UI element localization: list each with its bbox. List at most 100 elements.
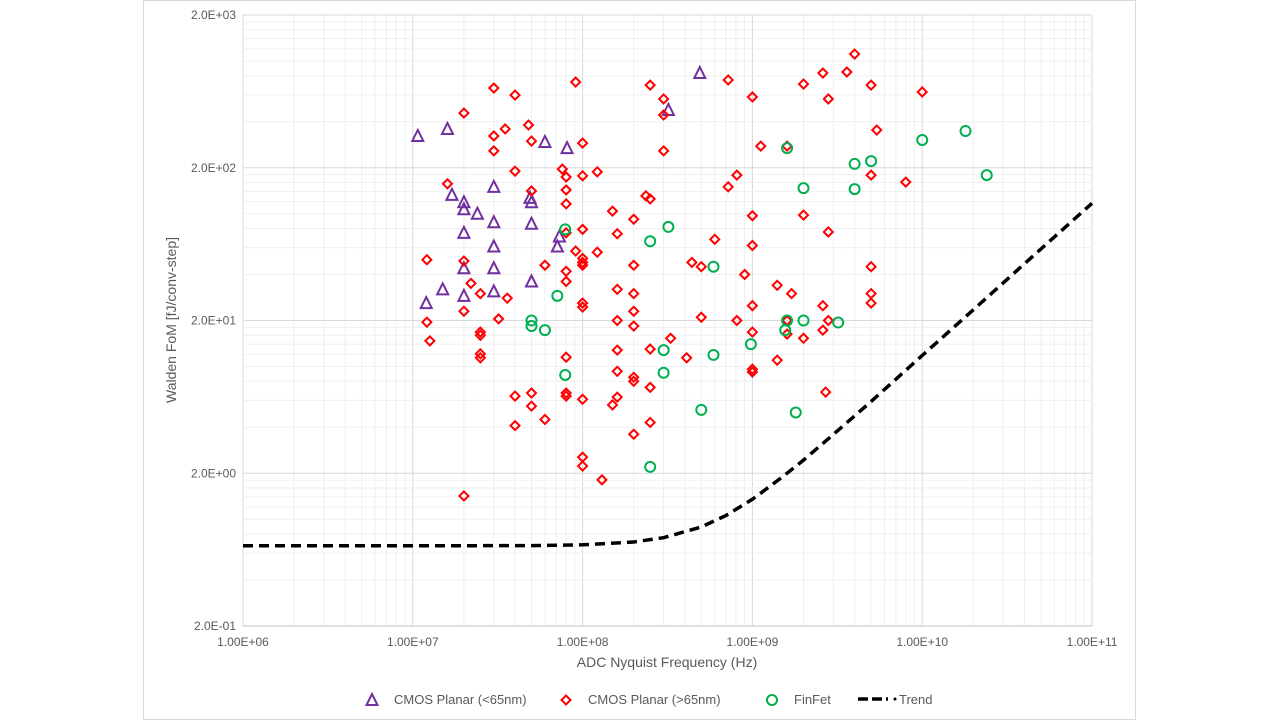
data-point-diamond xyxy=(870,124,883,136)
data-point-circle xyxy=(657,366,670,379)
data-point-diamond xyxy=(746,366,759,378)
data-point-diamond xyxy=(657,109,670,121)
data-point-diamond xyxy=(487,144,500,157)
data-point-diamond xyxy=(746,326,759,338)
data-point-circle xyxy=(848,157,861,170)
x-tick-label: 1.00E+08 xyxy=(557,635,609,649)
data-point-diamond xyxy=(569,76,582,88)
data-point-triangle xyxy=(524,215,539,230)
data-point-diamond xyxy=(708,233,721,246)
data-point-diamond xyxy=(722,74,735,86)
data-point-diamond xyxy=(695,260,708,273)
x-tick-label: 1.00E+06 xyxy=(217,635,269,649)
data-point-triangle xyxy=(486,178,501,193)
data-point-diamond xyxy=(576,137,589,150)
data-point-diamond xyxy=(785,287,798,300)
data-point-diamond xyxy=(865,169,877,182)
data-point-diamond xyxy=(576,252,589,265)
data-point-diamond xyxy=(591,246,604,259)
legend: CMOS Planar (<65nm) CMOS Planar (>65nm) Fi… xyxy=(364,691,932,707)
data-point-diamond xyxy=(722,180,735,193)
data-point-diamond xyxy=(560,387,573,399)
data-point-circle xyxy=(707,260,720,273)
data-point-diamond xyxy=(865,260,877,273)
y-tick-label: 2.0E+02 xyxy=(191,161,236,175)
data-point-diamond xyxy=(499,123,512,135)
data-point-diamond xyxy=(606,205,619,218)
data-point-diamond xyxy=(487,130,500,142)
data-point-diamond xyxy=(865,297,877,310)
data-point-diamond xyxy=(816,299,829,312)
y-axis-title: Walden FoM [fJ/conv-step] xyxy=(163,237,179,403)
data-point-diamond xyxy=(627,259,640,272)
data-point-diamond xyxy=(771,354,784,367)
data-point-diamond xyxy=(822,93,835,105)
y-tick-label: 2.0E+00 xyxy=(191,466,236,480)
data-point-diamond xyxy=(754,140,767,153)
data-point-circle xyxy=(789,406,802,419)
data-point-triangle xyxy=(692,64,707,80)
data-point-circle xyxy=(559,223,572,236)
data-point-triangle xyxy=(486,238,501,253)
data-point-diamond xyxy=(738,268,751,281)
data-point-diamond xyxy=(627,320,640,332)
data-point-diamond xyxy=(685,256,698,269)
x-tick-label: 1.00E+10 xyxy=(896,635,948,649)
data-point-diamond xyxy=(596,473,608,486)
data-point-circle xyxy=(662,220,675,233)
data-point-triangle xyxy=(456,259,472,275)
data-point-diamond xyxy=(576,301,589,313)
data-point-circle xyxy=(695,403,708,416)
data-point-diamond xyxy=(576,256,589,269)
data-point-diamond xyxy=(899,176,912,189)
data-point-diamond xyxy=(556,163,569,176)
y-tick-label: 2.0E+03 xyxy=(191,8,236,22)
data-point-diamond xyxy=(644,193,657,205)
data-point-diamond xyxy=(746,91,759,103)
data-point-diamond xyxy=(644,343,657,355)
data-point-diamond xyxy=(560,197,573,210)
data-point-diamond xyxy=(627,375,640,388)
data-point-triangle xyxy=(661,101,676,116)
data-point-circle xyxy=(525,320,538,333)
data-point-diamond xyxy=(539,413,551,426)
data-point-circle xyxy=(980,169,993,182)
data-point-circle xyxy=(865,155,878,168)
series-cmos-planar-65nm- xyxy=(410,64,707,310)
data-point-diamond xyxy=(487,82,500,94)
data-point-circle xyxy=(707,348,720,361)
x-tick-label: 1.00E+09 xyxy=(727,635,779,649)
data-point-diamond xyxy=(576,223,589,236)
legend-triangle-icon xyxy=(364,691,380,706)
data-point-diamond xyxy=(664,332,677,345)
data-point-circle xyxy=(848,183,861,196)
data-point-diamond xyxy=(509,165,521,178)
x-tick-label: 1.00E+07 xyxy=(387,635,439,649)
chart-frame xyxy=(143,0,1136,720)
data-point-diamond xyxy=(492,312,505,325)
legend-diamond-icon xyxy=(560,694,572,706)
data-point-diamond xyxy=(474,329,487,342)
data-point-circle xyxy=(797,314,810,327)
data-point-circle xyxy=(832,316,845,329)
data-point-diamond xyxy=(474,326,487,338)
data-point-circle xyxy=(559,368,572,381)
data-point-diamond xyxy=(576,460,589,472)
data-point-diamond xyxy=(576,259,589,272)
data-point-diamond xyxy=(730,169,743,182)
data-point-circle xyxy=(744,338,757,351)
data-point-circle xyxy=(551,289,564,302)
data-point-diamond xyxy=(560,390,573,403)
data-point-diamond xyxy=(458,305,470,318)
data-point-diamond xyxy=(539,259,551,272)
data-point-triangle xyxy=(486,213,501,229)
data-point-diamond xyxy=(423,335,436,347)
data-point-triangle xyxy=(486,259,501,275)
data-point-triangle xyxy=(537,133,553,148)
data-point-diamond xyxy=(627,213,640,226)
data-point-circle xyxy=(797,182,810,195)
data-point-triangle xyxy=(456,201,472,216)
data-point-diamond xyxy=(560,275,573,288)
data-point-diamond xyxy=(611,227,624,240)
series-trend xyxy=(243,201,1094,548)
